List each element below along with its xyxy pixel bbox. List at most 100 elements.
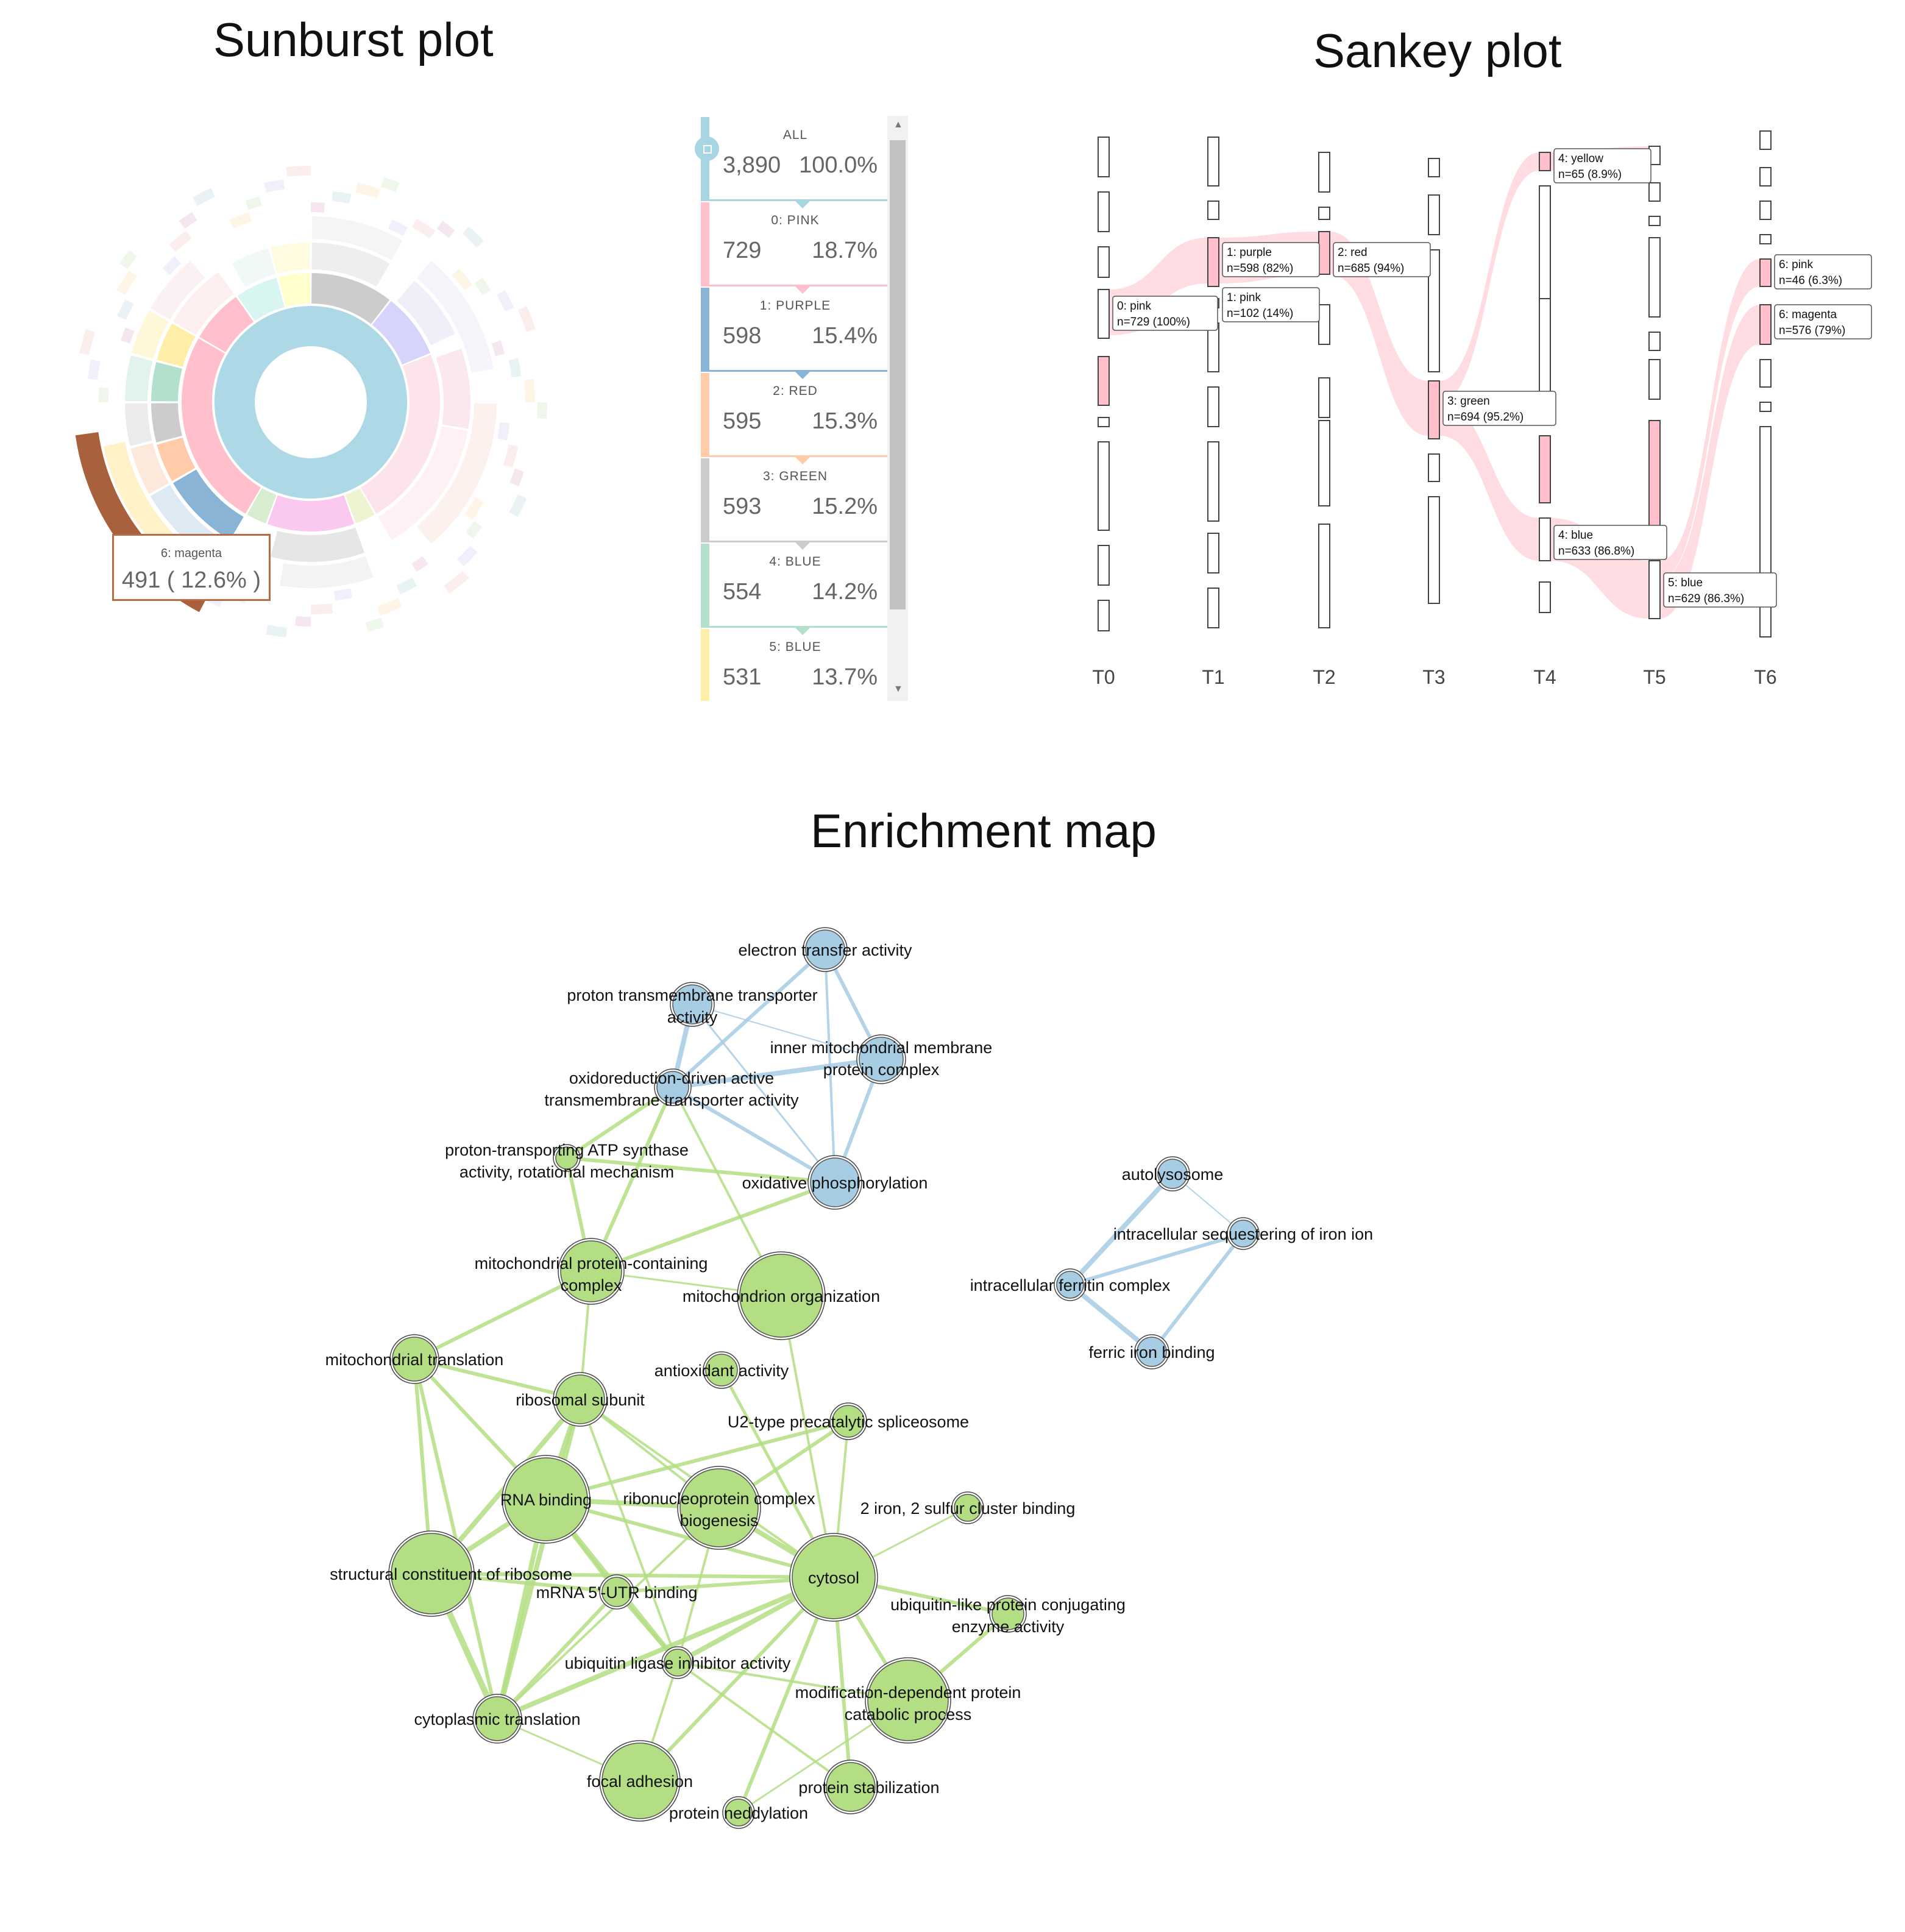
enrichment-node-fes[interactable]: 2 iron, 2 sulfur cluster binding [860,1491,1076,1524]
card-label: 4: BLUE [769,555,821,569]
sunburst-title: Sunburst plot [213,13,494,66]
sankey-timepoint-label: T4 [1533,666,1556,688]
enrichment-node-etc[interactable]: electron transfer activity [738,927,912,972]
breadcrumb-card-all[interactable]: ALL 3,890 100.0% [701,117,890,208]
enrichment-edge [671,948,827,1089]
enrichment-edge [495,1590,619,1721]
sunburst-arc [295,616,311,627]
sunburst-arc [457,545,478,567]
sunburst-arc [411,556,428,572]
breadcrumb-card-2-red[interactable]: 2: RED 595 15.3% [701,373,890,464]
sankey-label-stat: n=633 (86.8%) [1558,545,1634,558]
enrichment-node-atp[interactable]: proton-transporting ATP synthase activity… [445,1141,689,1181]
enrichment-node-m5u[interactable]: mRNA 5'-UTR binding [536,1574,698,1610]
enrichment-node-uli[interactable]: ubiquitin ligase inhibitor activity [565,1646,791,1679]
scrollbar-thumb[interactable] [890,140,906,609]
breadcrumb-card-5-blue[interactable]: 5: BLUE 531 13.7% [701,629,890,701]
sankey-node [1318,231,1330,275]
sankey-node [1318,152,1330,193]
breadcrumb-card-0-pink[interactable]: 0: PINK 729 18.7% [701,202,890,294]
enrichment-node-label: biogenesis [679,1511,758,1530]
enrichment-node-alys[interactable]: autolysosome [1122,1156,1224,1192]
enrichment-node-ubl[interactable]: ubiquitin-like protein conjugating enzyme… [890,1595,1126,1636]
enrichment-node-label: ubiquitin ligase inhibitor activity [565,1654,791,1672]
enrichment-node-imm[interactable]: inner mitochondrial membrane protein comp… [770,1034,993,1084]
root-indicator-icon[interactable] [695,137,719,161]
enrichment-node-isi[interactable]: intracellular sequestering of iron ion [1113,1217,1373,1250]
enrichment-node-label: electron transfer activity [738,941,912,959]
enrichment-node-label: catabolic process [845,1705,972,1724]
enrichment-node-pst[interactable]: protein stabilization [798,1760,940,1814]
sankey-node [1648,182,1661,202]
enrichment-node-u2[interactable]: U2-type precatalytic spliceosome [728,1402,969,1440]
card-color-stripe [701,202,709,286]
sunburst-chart[interactable] [0,116,609,701]
enrichment-edge [1068,1282,1154,1354]
enrichment-node-mor[interactable]: mitochondrion organization [683,1251,880,1340]
sunburst-arc [270,243,310,274]
sankey-node [1759,359,1772,388]
enrichment-node-rnab[interactable]: RNA binding [500,1455,592,1544]
enrichment-node-ctr[interactable]: cytoplasmic translation [414,1694,581,1744]
card-underline [709,541,890,542]
card-count: 3,890 [723,152,781,178]
sankey-label-box [1222,287,1320,322]
sankey-label-title: 1: purple [1227,246,1272,259]
sankey-label-stat: n=576 (79%) [1779,324,1845,337]
enrichment-edge [545,1497,834,1579]
enrichment-node-mdp[interactable]: modification-dependent protein catabolic … [795,1657,1021,1744]
enrichment-node-label: 2 iron, 2 sulfur cluster binding [860,1499,1076,1518]
sunburst-arc [509,468,524,486]
enrichment-node-cyt[interactable]: cytosol [789,1533,878,1622]
sankey-chart[interactable]: 0: pink n=729 (100%) 1: purple n=598 (82%) 1… [1060,116,1877,713]
enrichment-node-rsu[interactable]: ribosomal subunit [516,1372,645,1427]
sankey-label-box [1553,148,1651,183]
sunburst-arc [452,268,473,291]
enrichment-node-mtr[interactable]: mitochondrial translation [325,1334,504,1384]
card-underline [709,199,890,201]
breadcrumb-card-3-green[interactable]: 3: GREEN 593 15.2% [701,458,890,550]
sankey-flow [1439,152,1539,402]
enrichment-node-fad[interactable]: focal adhesion [587,1740,693,1822]
sankey-label-title: 3: green [1447,395,1490,408]
enrichment-node-fib[interactable]: ferric iron binding [1088,1334,1215,1369]
enrichment-node-odt[interactable]: oxidoreduction-driven active transmembran… [544,1068,799,1109]
sunburst-breadcrumb-panel[interactable]: ALL 3,890 100.0% 0: PINK 729 18.7% 1: PU… [695,116,914,701]
sunburst-arc [193,188,215,206]
sunburst-arc [508,358,522,378]
sankey-node [1428,496,1440,604]
sankey-label-box [1663,572,1777,608]
enrichment-node-oxp[interactable]: oxidative phosphorylation [742,1155,928,1210]
sankey-flow [1660,259,1760,579]
sankey-node [1759,426,1772,580]
enrichment-node-ifc[interactable]: intracellular ferritin complex [970,1268,1171,1301]
breadcrumb-card-4-blue[interactable]: 4: BLUE 554 14.2% [701,544,890,635]
sankey-node [1539,435,1551,503]
sankey-node [1207,533,1219,574]
enrichment-node-mpc[interactable]: mitochondrial protein-containing complex [475,1238,708,1305]
sankey-timepoint-label: T5 [1643,666,1666,688]
enrichment-node-rnp[interactable]: ribonucleoprotein complex biogenesis [623,1466,815,1550]
enrichment-node-aox[interactable]: antioxidant activity [655,1351,789,1389]
scroll-down-icon[interactable]: ▼ [893,684,903,694]
sunburst-arc [355,183,380,199]
sunburst-arc [332,191,352,204]
enrichment-node-scr[interactable]: structural constituent of ribosome [330,1530,572,1617]
sunburst-arc [265,625,288,637]
enrichment-node-pnd[interactable]: protein neddylation [669,1796,808,1829]
breadcrumb-card-1-purple[interactable]: 1: PURPLE 598 15.4% [701,288,890,379]
sunburst-arc [416,403,497,544]
enrichment-edge [496,1507,720,1720]
enrichment-node-ptta[interactable]: proton transmembrane transporter activity [567,982,818,1027]
sankey-label-box [1333,242,1431,277]
panel-scrollbar[interactable]: ▲ ▼ [887,116,908,701]
enrichment-edge [431,1572,834,1579]
sankey-label-box [1112,296,1218,331]
sunburst-arc [397,280,455,346]
sankey-node [1098,137,1110,177]
enrichment-edge [566,1085,674,1160]
enrichment-map[interactable]: electron transfer activity proton transme… [0,878,1905,1914]
sankey-label-stat: n=102 (14%) [1227,307,1293,320]
scroll-up-icon[interactable]: ▲ [893,119,903,130]
sunburst-arc [365,617,384,632]
